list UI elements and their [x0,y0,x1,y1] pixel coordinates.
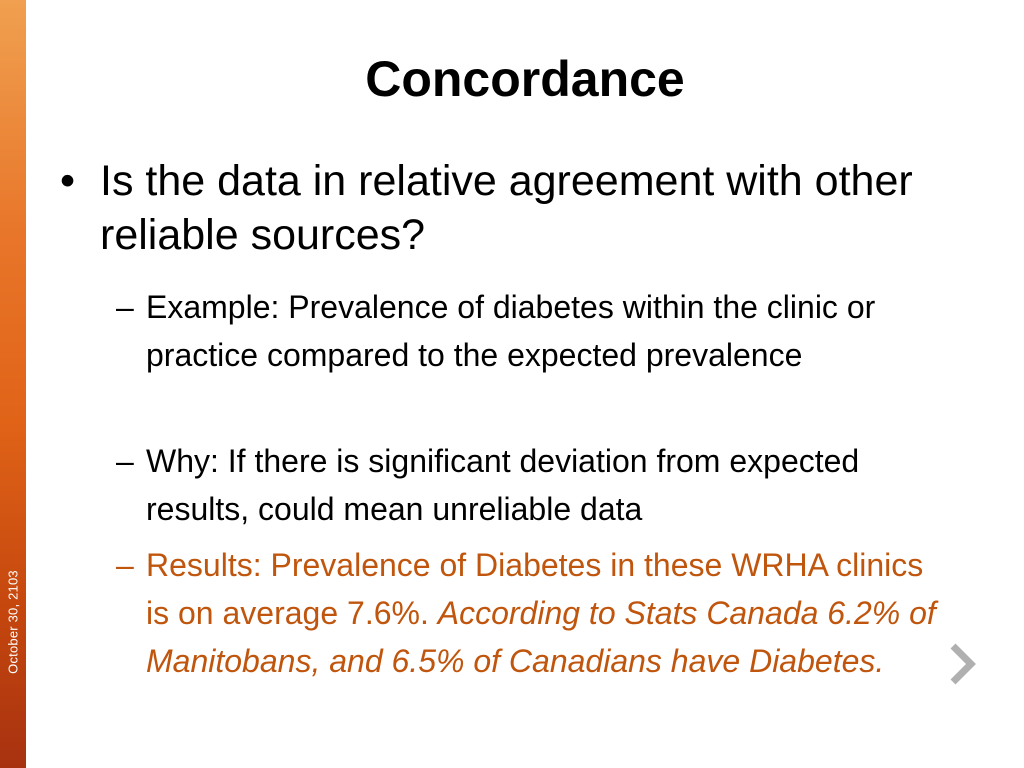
bullet-text: Is the data in relative agreement with o… [100,157,913,259]
slide-date: October 30, 2103 [5,570,21,674]
dash-mark: – [116,289,134,325]
bullet-mark: • [60,157,76,205]
chevron-right-icon [950,643,976,685]
dash-mark: – [116,547,134,583]
side-accent-band: October 30, 2103 [0,0,26,768]
bullet-item: • Is the data in relative agreement with… [60,154,960,262]
sub-item-why: – Why: If there is significant deviation… [116,437,946,533]
dash-mark: – [116,443,134,479]
slide-title: Concordance [365,51,685,107]
sub-item-text: Results: Prevalence of Diabetes in these… [146,541,946,685]
sub-item-text: Example: Prevalence of diabetes within t… [146,289,876,373]
sub-item-example: – Example: Prevalence of diabetes within… [116,283,946,379]
results-text: Results: Prevalence of Diabetes in these… [146,547,924,631]
sub-item-results: – Results: Prevalence of Diabetes in the… [116,541,946,685]
results-italic-text: According to Stats Canada 6.2% of Manito… [146,595,936,679]
sub-item-text: Why: If there is significant deviation f… [146,443,860,527]
next-slide-button[interactable] [944,640,980,688]
